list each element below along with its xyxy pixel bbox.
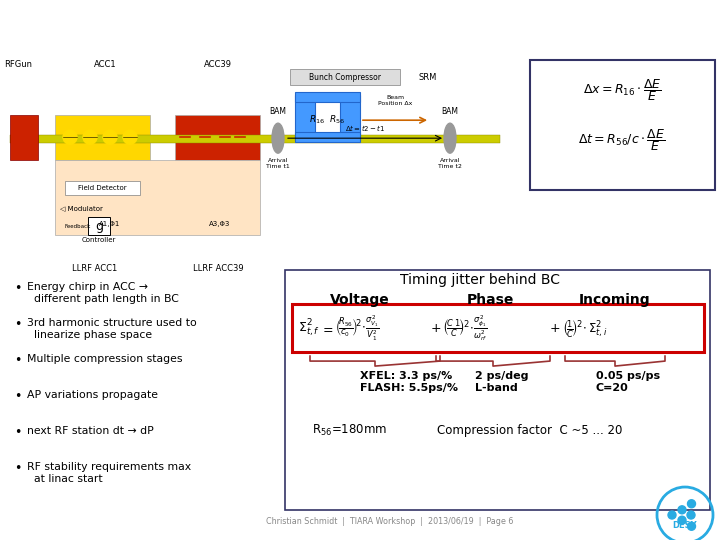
Text: Feedback: Feedback xyxy=(65,224,91,228)
Text: Bunch compression stage at FLASH: Bunch compression stage at FLASH xyxy=(9,11,563,39)
Text: •: • xyxy=(14,426,22,439)
Bar xyxy=(295,95,315,140)
Bar xyxy=(10,135,500,143)
Text: $\left(\!\frac{1}{C}\!\right)^{\!2}\!\cdot\Sigma^2_{t,i}$: $\left(\!\frac{1}{C}\!\right)^{\!2}\!\cd… xyxy=(562,318,608,339)
Text: $\Delta x = R_{16} \cdot \dfrac{\Delta E}{E}$: $\Delta x = R_{16} \cdot \dfrac{\Delta E… xyxy=(582,77,662,103)
Text: ACC39: ACC39 xyxy=(204,60,232,69)
Bar xyxy=(292,304,704,352)
Text: $+$: $+$ xyxy=(430,322,441,335)
Bar xyxy=(88,217,110,235)
Text: AP variations propagate: AP variations propagate xyxy=(27,390,158,400)
Text: ◁ Modulator: ◁ Modulator xyxy=(60,205,103,211)
Text: •: • xyxy=(14,462,22,475)
Text: Phase: Phase xyxy=(467,293,513,307)
Circle shape xyxy=(688,522,696,530)
Text: Compression factor  C ~5 ... 20: Compression factor C ~5 ... 20 xyxy=(437,423,623,436)
Text: g: g xyxy=(95,220,103,233)
Text: Energy chirp in ACC →
  different path length in BC: Energy chirp in ACC → different path len… xyxy=(27,282,179,303)
Circle shape xyxy=(83,130,97,144)
Bar xyxy=(10,115,38,160)
Text: Beam
Position Δx: Beam Position Δx xyxy=(378,95,412,106)
Circle shape xyxy=(688,500,696,508)
Text: Arrival
Time t2: Arrival Time t2 xyxy=(438,158,462,169)
Bar xyxy=(530,60,715,190)
Text: Arrival
Time t1: Arrival Time t1 xyxy=(266,158,290,169)
Text: •: • xyxy=(14,318,22,331)
Text: 0.05 ps/ps
C=20: 0.05 ps/ps C=20 xyxy=(596,372,660,393)
Text: ACC1: ACC1 xyxy=(94,60,117,69)
Text: •: • xyxy=(14,282,22,295)
Circle shape xyxy=(678,506,686,514)
Bar xyxy=(290,69,400,85)
Bar xyxy=(65,181,140,195)
Circle shape xyxy=(678,516,686,524)
Text: Incoming: Incoming xyxy=(579,293,651,307)
Text: 3rd harmonic structure used to
  linearize phase space: 3rd harmonic structure used to linearize… xyxy=(27,318,197,340)
Ellipse shape xyxy=(444,123,456,153)
Text: Controller: Controller xyxy=(82,237,116,243)
Text: A3,Φ3: A3,Φ3 xyxy=(210,221,230,227)
Text: 2 ps/deg
L-band: 2 ps/deg L-band xyxy=(475,372,528,393)
Text: $R_{16}$  $R_{56}$: $R_{16}$ $R_{56}$ xyxy=(309,114,345,126)
Bar xyxy=(340,95,360,140)
Bar xyxy=(295,132,360,142)
Text: $+$: $+$ xyxy=(549,322,560,335)
Text: $\Delta t = t2 - t1$: $\Delta t = t2 - t1$ xyxy=(345,123,385,133)
Text: LLRF ACC39: LLRF ACC39 xyxy=(193,264,243,273)
Text: DESY: DESY xyxy=(672,521,697,530)
Text: BAM: BAM xyxy=(441,107,459,116)
Ellipse shape xyxy=(272,123,284,153)
Circle shape xyxy=(687,511,695,519)
Text: $\Sigma^2_{t,f}$: $\Sigma^2_{t,f}$ xyxy=(298,318,320,339)
Circle shape xyxy=(123,130,137,144)
Text: Bunch Compressor: Bunch Compressor xyxy=(309,73,381,82)
Text: A1,Φ1: A1,Φ1 xyxy=(99,221,121,227)
Text: BAM: BAM xyxy=(269,107,287,116)
Circle shape xyxy=(668,511,676,519)
Text: $\left(\!\frac{R_{56}}{c_0}\!\right)^{\!2}\!\cdot\!\frac{\sigma^2_{V_1}}{V_1^2}$: $\left(\!\frac{R_{56}}{c_0}\!\right)^{\!… xyxy=(335,313,380,343)
Circle shape xyxy=(103,130,117,144)
Bar xyxy=(175,115,260,160)
Text: $\Delta t = R_{56}/c \cdot \dfrac{\Delta E}{E}$: $\Delta t = R_{56}/c \cdot \dfrac{\Delta… xyxy=(578,127,666,153)
Text: LLRF ACC1: LLRF ACC1 xyxy=(73,264,117,273)
Text: $=$: $=$ xyxy=(320,322,333,335)
Text: XFEL: 3.3 ps/%
FLASH: 5.5ps/%: XFEL: 3.3 ps/% FLASH: 5.5ps/% xyxy=(360,372,458,393)
Bar xyxy=(55,160,260,235)
Text: Timing jitter behind BC: Timing jitter behind BC xyxy=(400,273,560,287)
Circle shape xyxy=(63,130,77,144)
Bar xyxy=(295,92,360,102)
Text: RFGun: RFGun xyxy=(4,60,32,69)
Text: $\left(\!\frac{C\;1}{C}\!\right)^{\!2}\!\cdot\!\frac{\sigma^2_{\phi_1}}{\omega^2: $\left(\!\frac{C\;1}{C}\!\right)^{\!2}\!… xyxy=(442,313,487,343)
Text: Field Detector: Field Detector xyxy=(78,185,126,191)
Text: Christian Schmidt  |  TIARA Workshop  |  2013/06/19  |  Page 6: Christian Schmidt | TIARA Workshop | 201… xyxy=(266,517,513,526)
Text: Voltage: Voltage xyxy=(330,293,390,307)
Text: •: • xyxy=(14,390,22,403)
Text: next RF station dt → dP: next RF station dt → dP xyxy=(27,426,154,436)
Text: SRM: SRM xyxy=(419,73,437,82)
Text: •: • xyxy=(14,354,22,367)
Bar xyxy=(285,270,710,510)
Text: R$_{56}$=180mm: R$_{56}$=180mm xyxy=(312,422,387,437)
Text: Multiple compression stages: Multiple compression stages xyxy=(27,354,182,364)
Text: RF stability requirements max
  at linac start: RF stability requirements max at linac s… xyxy=(27,462,191,484)
Bar xyxy=(55,115,150,160)
Bar xyxy=(0,50,510,270)
